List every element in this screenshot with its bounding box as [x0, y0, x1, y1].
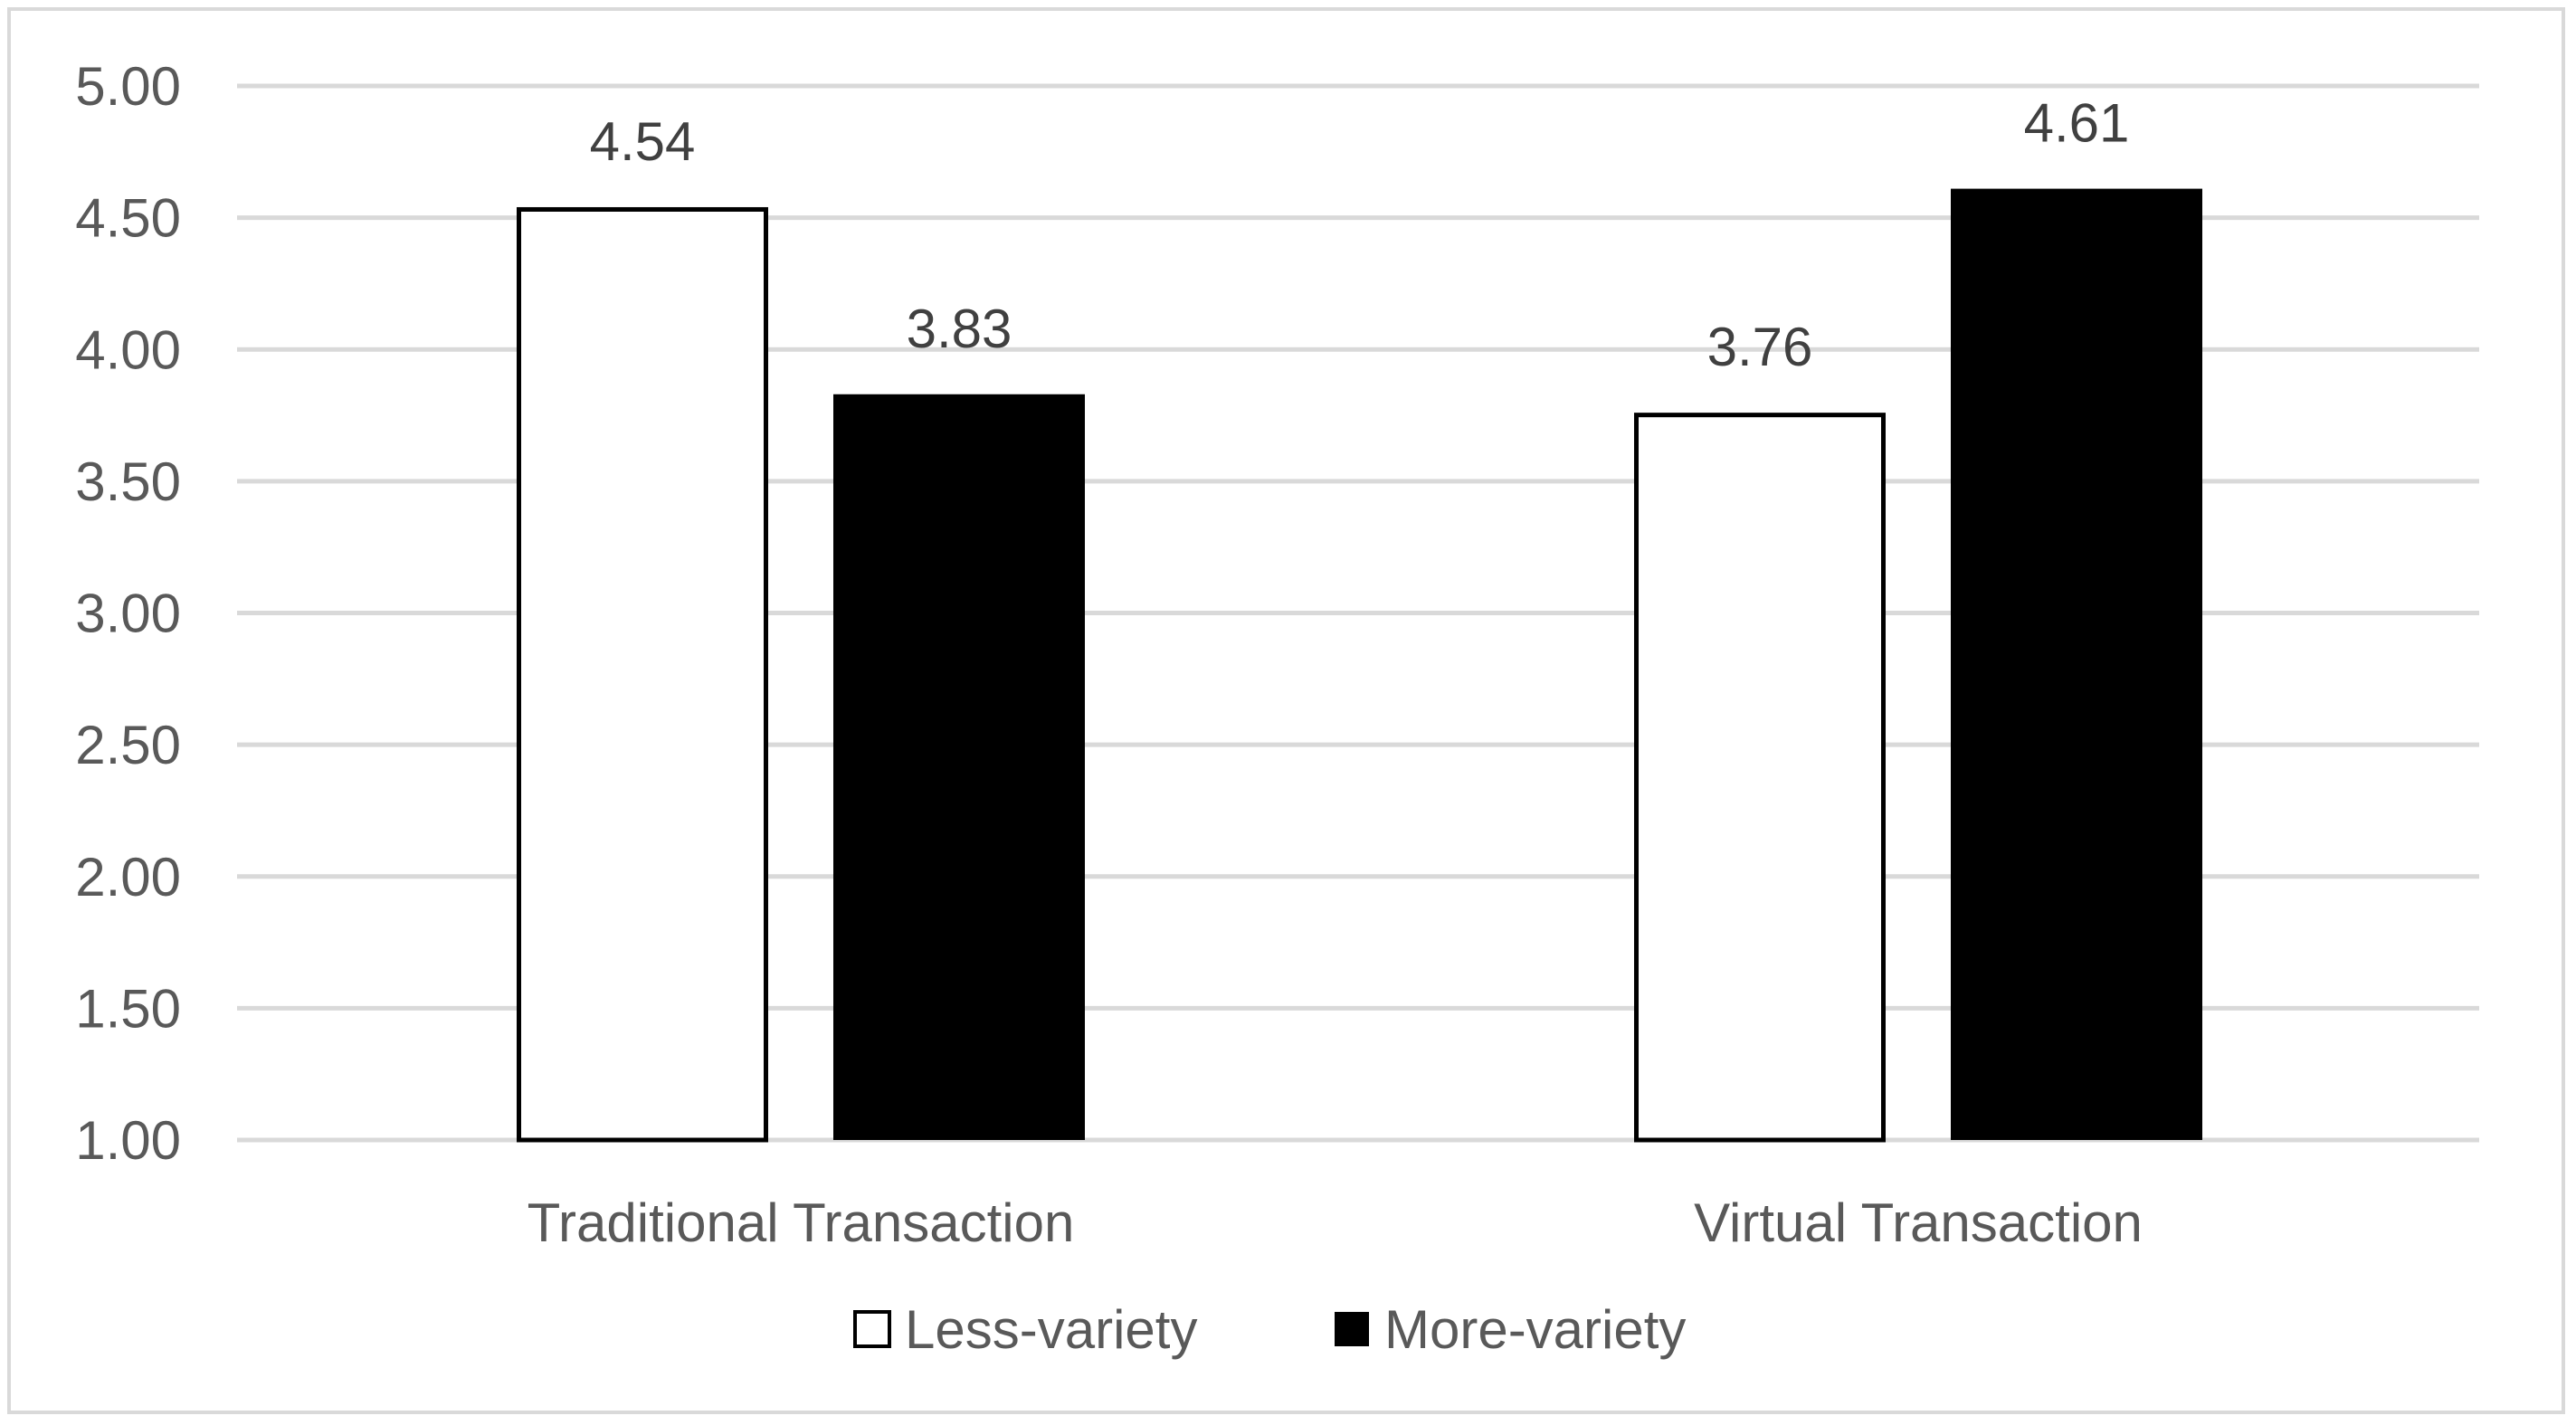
- bar: [1634, 413, 1886, 1143]
- bar: [517, 206, 768, 1143]
- legend: Less-variety More-variety: [853, 1299, 1686, 1360]
- x-axis-categories: Traditional Transaction Virtual Transacti…: [528, 1192, 2143, 1253]
- y-tick-label: 2.00: [75, 847, 181, 907]
- data-label: 4.61: [2024, 93, 2130, 154]
- bar: [833, 394, 1085, 1140]
- y-tick-label: 3.50: [75, 451, 181, 512]
- y-axis-ticks: 1.00 1.50 2.00 2.50 3.00 3.50 4.00 4.50 5.00: [75, 56, 181, 1171]
- y-tick-label: 4.50: [75, 188, 181, 249]
- y-tick-label: 3.00: [75, 584, 181, 644]
- y-tick-label: 1.00: [75, 1110, 181, 1171]
- legend-swatch: [1335, 1312, 1369, 1346]
- legend-label: Less-variety: [905, 1299, 1197, 1360]
- y-tick-label: 4.00: [75, 319, 181, 380]
- data-label: 3.76: [1707, 317, 1813, 377]
- data-label: 4.54: [590, 111, 696, 172]
- x-category-label: Traditional Transaction: [528, 1192, 1075, 1253]
- legend-swatch: [853, 1310, 891, 1348]
- x-category-label: Virtual Transaction: [1694, 1192, 2143, 1253]
- data-label: 3.83: [907, 299, 1012, 359]
- y-tick-label: 1.50: [75, 978, 181, 1039]
- data-labels: 4.54 3.76 3.83 4.61: [590, 93, 2130, 378]
- bar: [1951, 188, 2202, 1140]
- y-tick-label: 5.00: [75, 56, 181, 117]
- legend-label: More-variety: [1384, 1299, 1686, 1360]
- y-tick-label: 2.50: [75, 715, 181, 775]
- bars: [517, 188, 2202, 1143]
